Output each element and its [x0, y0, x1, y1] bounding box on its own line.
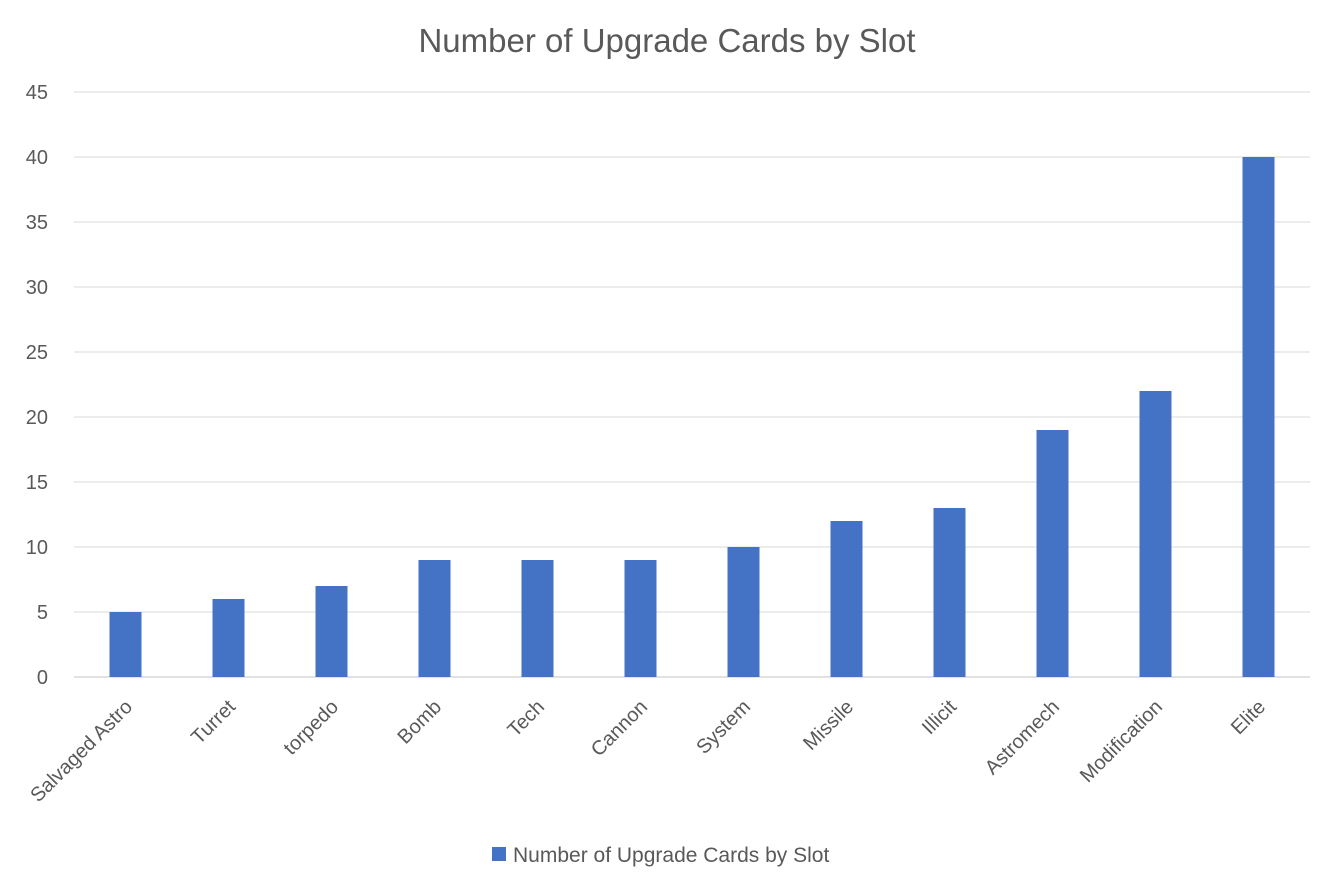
x-axis-tick-labels: Salvaged Astro Turret torpedo Bomb Tech Canno…: [26, 696, 1270, 807]
x-tick-label: Illicit: [918, 696, 961, 739]
x-tick-label: Elite: [1227, 696, 1270, 739]
y-tick-label: 25: [26, 342, 48, 364]
chart-title: Number of Upgrade Cards by Slot: [418, 22, 915, 59]
y-axis-tick-labels: 0 5 10 15 20 25 30 35 40 45: [26, 82, 48, 689]
x-tick-label: Tech: [504, 696, 549, 741]
bar-turret: [212, 599, 245, 677]
y-tick-label: 5: [37, 602, 48, 624]
bar-elite: [1242, 157, 1275, 677]
bar-salvaged-astro: [109, 612, 142, 677]
legend-label: Number of Upgrade Cards by Slot: [513, 844, 829, 867]
y-tick-label: 45: [26, 82, 48, 104]
x-tick-label: Modification: [1076, 696, 1167, 787]
bar-astromech: [1036, 430, 1069, 677]
bar-torpedo: [315, 586, 348, 677]
bar-modification: [1139, 391, 1172, 677]
x-tick-label: Salvaged Astro: [26, 696, 137, 807]
x-tick-label: System: [692, 696, 755, 759]
x-tick-label: Astromech: [981, 696, 1064, 779]
x-tick-label: Bomb: [394, 696, 447, 749]
x-tick-label: torpedo: [280, 696, 344, 760]
legend: Number of Upgrade Cards by Slot: [492, 844, 829, 867]
y-tick-label: 35: [26, 212, 48, 234]
y-tick-label: 15: [26, 472, 48, 494]
bar-missile: [830, 521, 863, 677]
bar-cannon: [624, 560, 657, 677]
bar-illicit: [933, 508, 966, 677]
x-tick-label: Turret: [187, 696, 240, 749]
x-tick-label: Missile: [799, 696, 858, 755]
bar-bomb: [418, 560, 451, 677]
legend-swatch: [492, 847, 506, 861]
bar-tech: [521, 560, 554, 677]
x-tick-label: Cannon: [587, 696, 652, 761]
y-tick-label: 30: [26, 277, 48, 299]
bars: [109, 157, 1275, 677]
y-tick-label: 40: [26, 147, 48, 169]
y-tick-label: 20: [26, 407, 48, 429]
y-tick-label: 10: [26, 537, 48, 559]
bar-system: [727, 547, 760, 677]
y-tick-label: 0: [37, 667, 48, 689]
gridlines: [74, 91, 1310, 678]
